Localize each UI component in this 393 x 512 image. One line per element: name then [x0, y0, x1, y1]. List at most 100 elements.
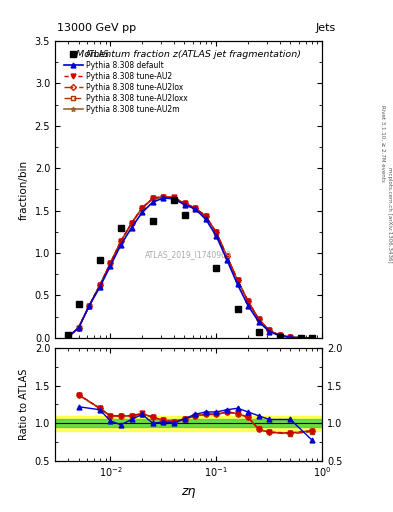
Pythia 8.308 tune-AU2	[172, 194, 176, 200]
Pythia 8.308 tune-AU2lox	[119, 238, 123, 244]
Pythia 8.308 default	[140, 209, 145, 216]
Bar	[55, 416, 322, 431]
Pythia 8.308 tune-AU2	[151, 195, 155, 201]
Pythia 8.308 tune-AU2m	[309, 335, 314, 341]
Pythia 8.308 default	[76, 325, 81, 331]
Pythia 8.308 default	[97, 284, 102, 290]
Text: 13000 GeV pp: 13000 GeV pp	[57, 23, 136, 33]
Pythia 8.308 default	[235, 282, 240, 288]
Pythia 8.308 tune-AU2m	[108, 260, 113, 266]
Pythia 8.308 tune-AU2loxx	[299, 335, 303, 341]
Pythia 8.308 tune-AU2	[193, 204, 198, 210]
Pythia 8.308 default	[66, 334, 70, 340]
Pythia 8.308 tune-AU2lox	[66, 334, 70, 340]
Pythia 8.308 tune-AU2m	[87, 303, 92, 309]
Pythia 8.308 default	[182, 202, 187, 208]
ATLAS	[172, 198, 176, 204]
Pythia 8.308 tune-AU2lox	[161, 194, 166, 200]
Pythia 8.308 tune-AU2loxx	[172, 195, 176, 201]
Pythia 8.308 tune-AU2	[108, 260, 113, 266]
ATLAS	[151, 218, 155, 224]
Legend: ATLAS, Pythia 8.308 default, Pythia 8.308 tune-AU2, Pythia 8.308 tune-AU2lox, Py: ATLAS, Pythia 8.308 default, Pythia 8.30…	[62, 48, 190, 116]
Line: Pythia 8.308 default: Pythia 8.308 default	[66, 196, 314, 340]
Y-axis label: Ratio to ATLAS: Ratio to ATLAS	[19, 369, 29, 440]
Pythia 8.308 tune-AU2	[277, 332, 282, 338]
Pythia 8.308 tune-AU2lox	[108, 260, 113, 266]
Pythia 8.308 default	[267, 329, 272, 335]
ATLAS	[66, 332, 70, 338]
Text: mcplots.cern.ch [arXiv:1306.3436]: mcplots.cern.ch [arXiv:1306.3436]	[387, 167, 391, 263]
Pythia 8.308 default	[277, 333, 282, 339]
Pythia 8.308 tune-AU2	[161, 194, 166, 200]
Pythia 8.308 tune-AU2lox	[224, 253, 229, 259]
Pythia 8.308 tune-AU2lox	[151, 195, 155, 201]
Pythia 8.308 tune-AU2loxx	[151, 196, 155, 202]
Pythia 8.308 tune-AU2	[119, 238, 123, 244]
Pythia 8.308 tune-AU2lox	[256, 316, 261, 322]
Pythia 8.308 tune-AU2m	[204, 214, 208, 220]
Pythia 8.308 tune-AU2	[66, 334, 70, 340]
Pythia 8.308 tune-AU2lox	[288, 334, 293, 340]
Pythia 8.308 tune-AU2lox	[140, 205, 145, 211]
ATLAS	[299, 335, 303, 341]
Pythia 8.308 tune-AU2loxx	[129, 220, 134, 226]
Pythia 8.308 tune-AU2loxx	[267, 327, 272, 333]
Text: Jets: Jets	[316, 23, 336, 33]
Pythia 8.308 tune-AU2m	[256, 316, 261, 323]
ATLAS	[182, 212, 187, 218]
Pythia 8.308 tune-AU2loxx	[108, 260, 113, 266]
ATLAS	[97, 257, 102, 263]
Pythia 8.308 tune-AU2lox	[235, 277, 240, 283]
Pythia 8.308 tune-AU2loxx	[140, 205, 145, 211]
Pythia 8.308 tune-AU2loxx	[277, 332, 282, 338]
Pythia 8.308 default	[193, 206, 198, 212]
Text: Rivet 3.1.10, ≥ 2.7M events: Rivet 3.1.10, ≥ 2.7M events	[381, 105, 386, 182]
Pythia 8.308 tune-AU2	[256, 316, 261, 322]
Pythia 8.308 default	[299, 335, 303, 341]
Pythia 8.308 default	[151, 199, 155, 205]
Pythia 8.308 default	[108, 263, 113, 269]
Pythia 8.308 tune-AU2loxx	[204, 214, 208, 220]
Pythia 8.308 tune-AU2loxx	[161, 194, 166, 200]
Line: ATLAS: ATLAS	[65, 197, 315, 341]
Pythia 8.308 tune-AU2loxx	[224, 253, 229, 260]
Pythia 8.308 tune-AU2	[97, 282, 102, 288]
Text: ATLAS_2019_I1740909: ATLAS_2019_I1740909	[145, 250, 232, 259]
Pythia 8.308 tune-AU2	[76, 325, 81, 331]
Pythia 8.308 tune-AU2m	[224, 253, 229, 260]
Pythia 8.308 tune-AU2lox	[87, 303, 92, 309]
Pythia 8.308 default	[256, 319, 261, 325]
Pythia 8.308 tune-AU2m	[119, 238, 123, 244]
Pythia 8.308 tune-AU2lox	[76, 325, 81, 331]
Pythia 8.308 tune-AU2loxx	[193, 205, 198, 211]
Pythia 8.308 tune-AU2m	[97, 282, 102, 288]
Pythia 8.308 tune-AU2loxx	[235, 277, 240, 283]
Y-axis label: fraction/bin: fraction/bin	[19, 159, 29, 220]
Pythia 8.308 tune-AU2lox	[172, 195, 176, 201]
Pythia 8.308 tune-AU2	[140, 204, 145, 210]
Pythia 8.308 tune-AU2m	[140, 205, 145, 211]
ATLAS	[119, 225, 123, 231]
Pythia 8.308 tune-AU2lox	[246, 298, 250, 305]
Pythia 8.308 tune-AU2	[288, 334, 293, 340]
Pythia 8.308 default	[246, 303, 250, 309]
Pythia 8.308 tune-AU2loxx	[87, 303, 92, 309]
Pythia 8.308 tune-AU2m	[161, 194, 166, 200]
Pythia 8.308 default	[309, 335, 314, 341]
Pythia 8.308 tune-AU2loxx	[119, 238, 123, 244]
Pythia 8.308 tune-AU2lox	[267, 327, 272, 333]
Line: Pythia 8.308 tune-AU2lox: Pythia 8.308 tune-AU2lox	[66, 195, 314, 340]
Pythia 8.308 default	[214, 233, 219, 239]
Pythia 8.308 tune-AU2m	[246, 298, 250, 305]
Pythia 8.308 tune-AU2	[246, 298, 250, 304]
Pythia 8.308 tune-AU2	[309, 335, 314, 341]
Text: Momentum fraction z(ATLAS jet fragmentation): Momentum fraction z(ATLAS jet fragmentat…	[76, 50, 301, 59]
Pythia 8.308 tune-AU2loxx	[246, 298, 250, 305]
Pythia 8.308 default	[288, 334, 293, 340]
Pythia 8.308 tune-AU2m	[129, 220, 134, 226]
Pythia 8.308 tune-AU2	[214, 229, 219, 236]
Pythia 8.308 tune-AU2lox	[182, 200, 187, 206]
Pythia 8.308 tune-AU2lox	[299, 335, 303, 341]
Pythia 8.308 tune-AU2lox	[129, 220, 134, 226]
Pythia 8.308 tune-AU2m	[182, 201, 187, 207]
